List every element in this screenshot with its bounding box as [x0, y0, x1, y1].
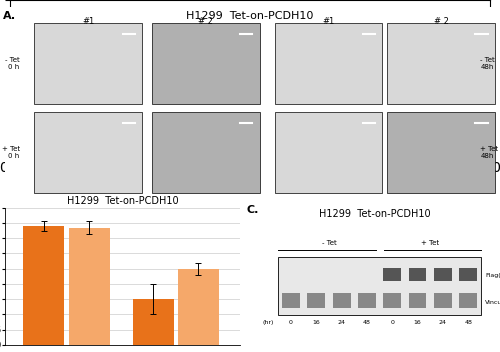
- Title: H1299  Tet-on-PCDH10: H1299 Tet-on-PCDH10: [66, 195, 178, 206]
- Text: Flag(PCDH10): Flag(PCDH10): [486, 273, 500, 278]
- Text: 24: 24: [439, 320, 447, 325]
- Text: #1: #1: [322, 17, 334, 26]
- FancyBboxPatch shape: [384, 268, 401, 281]
- FancyBboxPatch shape: [387, 23, 495, 104]
- FancyBboxPatch shape: [408, 268, 426, 281]
- FancyBboxPatch shape: [460, 294, 477, 308]
- Text: 16: 16: [414, 320, 422, 325]
- FancyBboxPatch shape: [308, 294, 325, 308]
- Text: + Tet: + Tet: [421, 240, 440, 246]
- FancyBboxPatch shape: [434, 268, 452, 281]
- FancyBboxPatch shape: [333, 294, 350, 308]
- FancyBboxPatch shape: [408, 294, 426, 308]
- Text: C.: C.: [246, 205, 258, 215]
- Text: # 2: # 2: [434, 17, 448, 26]
- Text: # 2: # 2: [198, 17, 214, 26]
- FancyBboxPatch shape: [384, 294, 401, 308]
- FancyBboxPatch shape: [434, 294, 452, 308]
- Bar: [24, 226, 64, 345]
- FancyBboxPatch shape: [282, 294, 300, 308]
- Text: + Tet
0 h: + Tet 0 h: [2, 146, 20, 159]
- FancyBboxPatch shape: [460, 268, 477, 281]
- Text: (hr): (hr): [262, 320, 274, 325]
- FancyBboxPatch shape: [274, 112, 382, 193]
- FancyBboxPatch shape: [274, 23, 382, 104]
- FancyBboxPatch shape: [387, 112, 495, 193]
- FancyBboxPatch shape: [34, 23, 142, 104]
- Bar: [132, 299, 173, 345]
- Text: Vinculin: Vinculin: [486, 300, 500, 304]
- Text: 0: 0: [289, 320, 293, 325]
- Text: H1299  Tet-on-PCDH10: H1299 Tet-on-PCDH10: [319, 209, 431, 219]
- Bar: [68, 227, 110, 345]
- Text: 0: 0: [390, 320, 394, 325]
- Text: + Tet
48h: + Tet 48h: [480, 146, 498, 159]
- Text: 24: 24: [338, 320, 345, 325]
- FancyBboxPatch shape: [278, 257, 481, 315]
- Text: H1299  Tet-on-PCDH10: H1299 Tet-on-PCDH10: [186, 11, 314, 21]
- Text: - Tet
48h: - Tet 48h: [480, 57, 495, 70]
- Text: #1: #1: [82, 17, 94, 26]
- Text: - Tet
0 h: - Tet 0 h: [5, 57, 20, 70]
- Text: A.: A.: [2, 11, 16, 21]
- Text: 48: 48: [363, 320, 371, 325]
- Bar: [178, 269, 219, 345]
- FancyBboxPatch shape: [34, 112, 142, 193]
- Text: - Tet: - Tet: [322, 240, 336, 246]
- FancyBboxPatch shape: [152, 23, 260, 104]
- Text: 48: 48: [464, 320, 472, 325]
- FancyBboxPatch shape: [152, 112, 260, 193]
- Text: 16: 16: [312, 320, 320, 325]
- FancyBboxPatch shape: [358, 294, 376, 308]
